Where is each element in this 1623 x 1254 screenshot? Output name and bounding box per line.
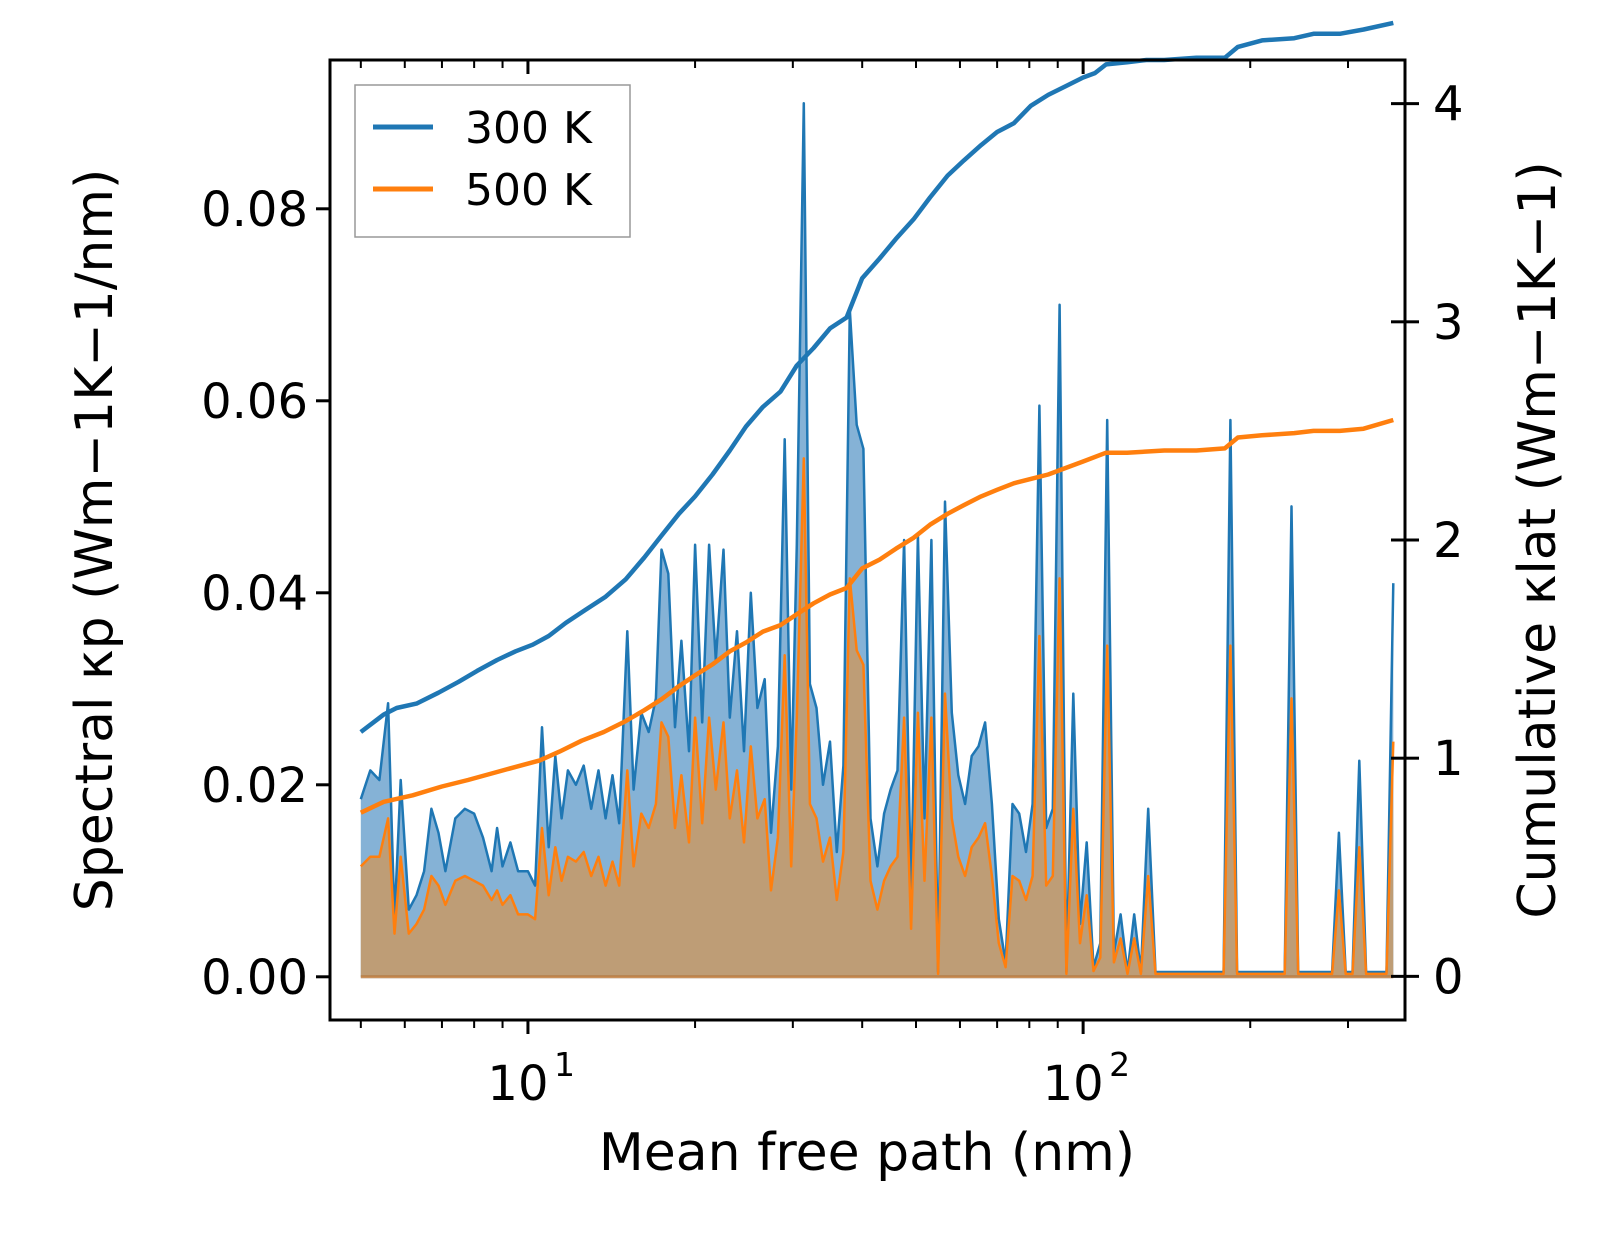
x-tick-label: 10 — [1043, 1056, 1104, 1112]
spectral-line-300k — [359, 101, 1395, 974]
y-right-tick-label: 1 — [1433, 731, 1464, 787]
y-right-tick-label: 3 — [1433, 295, 1464, 351]
spectral-area-500k — [360, 458, 1394, 977]
y-left-tick-label: 0.04 — [201, 566, 308, 622]
y-left-tick-label: 0.00 — [201, 950, 308, 1006]
spectral-area-fills — [360, 103, 1394, 977]
y-left-tick-label: 0.08 — [201, 182, 308, 238]
y-right-tick-label: 0 — [1433, 949, 1464, 1005]
x-tick-label: 10 — [487, 1056, 548, 1112]
y-right-tick-label: 4 — [1433, 77, 1464, 133]
legend-300k-label: 300 K — [465, 103, 593, 154]
spectral-lines — [359, 101, 1395, 979]
y-left-tick-label: 0.02 — [201, 758, 308, 814]
x-tick-exponent: 1 — [554, 1045, 575, 1084]
x-tick-exponent: 2 — [1109, 1045, 1130, 1084]
y-right-tick-label: 2 — [1433, 513, 1464, 569]
legend-box — [354, 84, 631, 238]
legend-500k-label: 500 K — [465, 165, 593, 216]
y-left-tick-label: 0.06 — [201, 374, 308, 430]
y-right-axis-label: Cumulative κlat (Wm−1K−1) — [1508, 161, 1568, 918]
cumulative-line-500k — [359, 417, 1394, 815]
plot-frame — [328, 58, 1407, 1022]
y-left-axis-label: Spectral κp (Wm−1K−1/nm) — [65, 169, 125, 912]
legend: 300 K 500 K — [354, 84, 631, 238]
spectral-line-500k — [359, 457, 1395, 976]
x-axis-label: Mean free path (nm) — [599, 1123, 1135, 1183]
